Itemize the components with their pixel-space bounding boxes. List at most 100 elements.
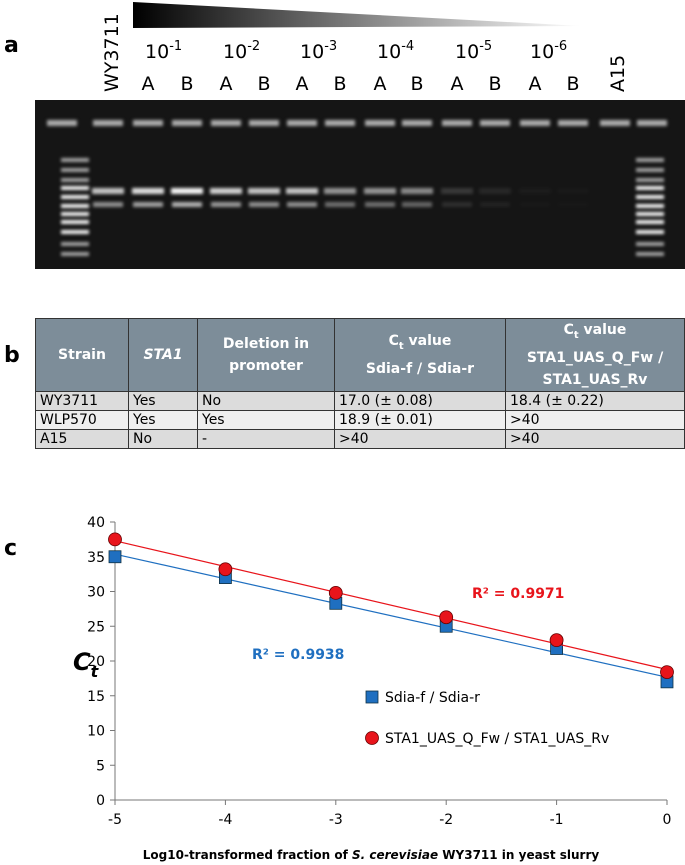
y-tick-label: 5 [96, 758, 105, 774]
r-squared-label: R² = 0.9938 [252, 647, 344, 663]
ct-subscript: t [398, 340, 404, 352]
gel-band [402, 202, 432, 207]
ladder-band [636, 242, 664, 246]
gel-band [519, 188, 551, 194]
ladder-band [636, 178, 664, 182]
gel-well [402, 120, 432, 126]
header-cell: Ct value Sdia-f / Sdia-r [334, 318, 506, 392]
dilution-label: 10-5 [455, 39, 492, 63]
dilution-label: 10-6 [530, 39, 567, 63]
replicate-label: B [410, 73, 423, 95]
panel-label: b [4, 343, 20, 368]
ladder-band [61, 212, 89, 216]
x-axis-title-part: Log10-transformed fraction of [143, 848, 352, 862]
x-tick-label: 0 [663, 812, 672, 828]
header-cell: STA1 [128, 318, 198, 392]
ct-symbol: C [388, 333, 399, 349]
gel-band [172, 202, 202, 207]
y-tick-label: 10 [87, 724, 105, 740]
gel-band [92, 188, 124, 194]
ladder-band [61, 242, 89, 246]
header-cell: Strain [35, 318, 129, 392]
y-tick-label: 20 [87, 654, 105, 670]
data-point [660, 665, 674, 680]
gel-band [132, 188, 164, 194]
results-table: Strain STA1 Deletion in promoter Ct valu… [35, 318, 685, 449]
gel-well [520, 120, 550, 126]
data-point [328, 585, 343, 600]
replicate-label: A [220, 73, 233, 95]
trendline [114, 553, 668, 678]
gel-band [210, 188, 242, 194]
gel-well [365, 120, 395, 126]
x-axis-title: Log10-transformed fraction of S. cerevis… [143, 848, 600, 862]
ladder-band [61, 220, 89, 224]
replicate-label: A [142, 73, 155, 95]
gel-band [365, 202, 395, 207]
gel-band [325, 202, 355, 207]
x-tick-label: -3 [329, 812, 343, 828]
table-row: A15 No - >40 >40 [35, 428, 685, 449]
table-cell: Yes [128, 390, 198, 411]
table-cell: 17.0 (± 0.08) [334, 390, 506, 411]
dilution-base: 10 [300, 41, 324, 63]
x-tick-label: -2 [439, 812, 453, 828]
gel-band [479, 188, 511, 194]
data-point [439, 610, 454, 625]
gel-band [401, 188, 433, 194]
gel-well [480, 120, 510, 126]
replicate-label: A [374, 73, 387, 95]
dilution-label: 10-4 [377, 39, 414, 63]
y-tick-label: 35 [87, 550, 105, 566]
gel-band [211, 202, 241, 207]
replicate-label: B [333, 73, 346, 95]
dilution-exponent: -3 [324, 39, 337, 54]
gel-well [47, 120, 77, 126]
ladder-band [636, 195, 664, 199]
ladder-band [636, 186, 664, 190]
gel-band [248, 188, 280, 194]
ladder-band [61, 186, 89, 190]
ladder-band [61, 178, 89, 182]
data-point [218, 562, 233, 577]
dilution-label: 10-2 [223, 39, 260, 63]
legend-marker [365, 731, 379, 745]
dilution-exponent: -4 [401, 39, 414, 54]
r-squared-label: R² = 0.9971 [472, 586, 564, 602]
table-row: WLP570 Yes Yes 18.9 (± 0.01) >40 [35, 409, 685, 430]
dilution-exponent: -1 [169, 39, 182, 54]
y-axis-title: Ct [73, 648, 100, 681]
table-cell: No [128, 428, 198, 449]
x-tick-label: -4 [218, 812, 232, 828]
ct-symbol: C [563, 322, 574, 338]
gel-well [558, 120, 588, 126]
ladder-band [636, 204, 664, 208]
primer-pair: STA1_UAS_Q_Fw / STA1_UAS_Rv [526, 349, 664, 388]
replicate-label: B [488, 73, 501, 95]
gel-band [93, 202, 123, 207]
data-point [108, 550, 122, 564]
ct-word: value [408, 333, 452, 349]
table-cell: No [197, 390, 335, 411]
dilution-base: 10 [223, 41, 247, 63]
data-point [108, 532, 122, 547]
gel-well [133, 120, 163, 126]
dilution-label: 10-1 [145, 39, 182, 63]
ct-word: value [583, 322, 627, 338]
gel-well [600, 120, 630, 126]
table-cell: WY3711 [35, 390, 129, 411]
gel-well [442, 120, 472, 126]
gel-band [171, 188, 203, 194]
replicate-label: A [296, 73, 309, 95]
gel-well [211, 120, 241, 126]
ladder-band [61, 158, 89, 162]
ladder-band [61, 252, 89, 256]
x-tick-label: -5 [108, 812, 122, 828]
table-row: WY3711 Yes No 17.0 (± 0.08) 18.4 (± 0.22) [35, 390, 685, 411]
replicate-label: B [180, 73, 193, 95]
y-tick-label: 40 [87, 515, 105, 531]
y-axis-title-subscript: t [91, 662, 100, 681]
gel-band [324, 188, 356, 194]
table-cell: Yes [128, 409, 198, 430]
replicate-label: A [451, 73, 464, 95]
